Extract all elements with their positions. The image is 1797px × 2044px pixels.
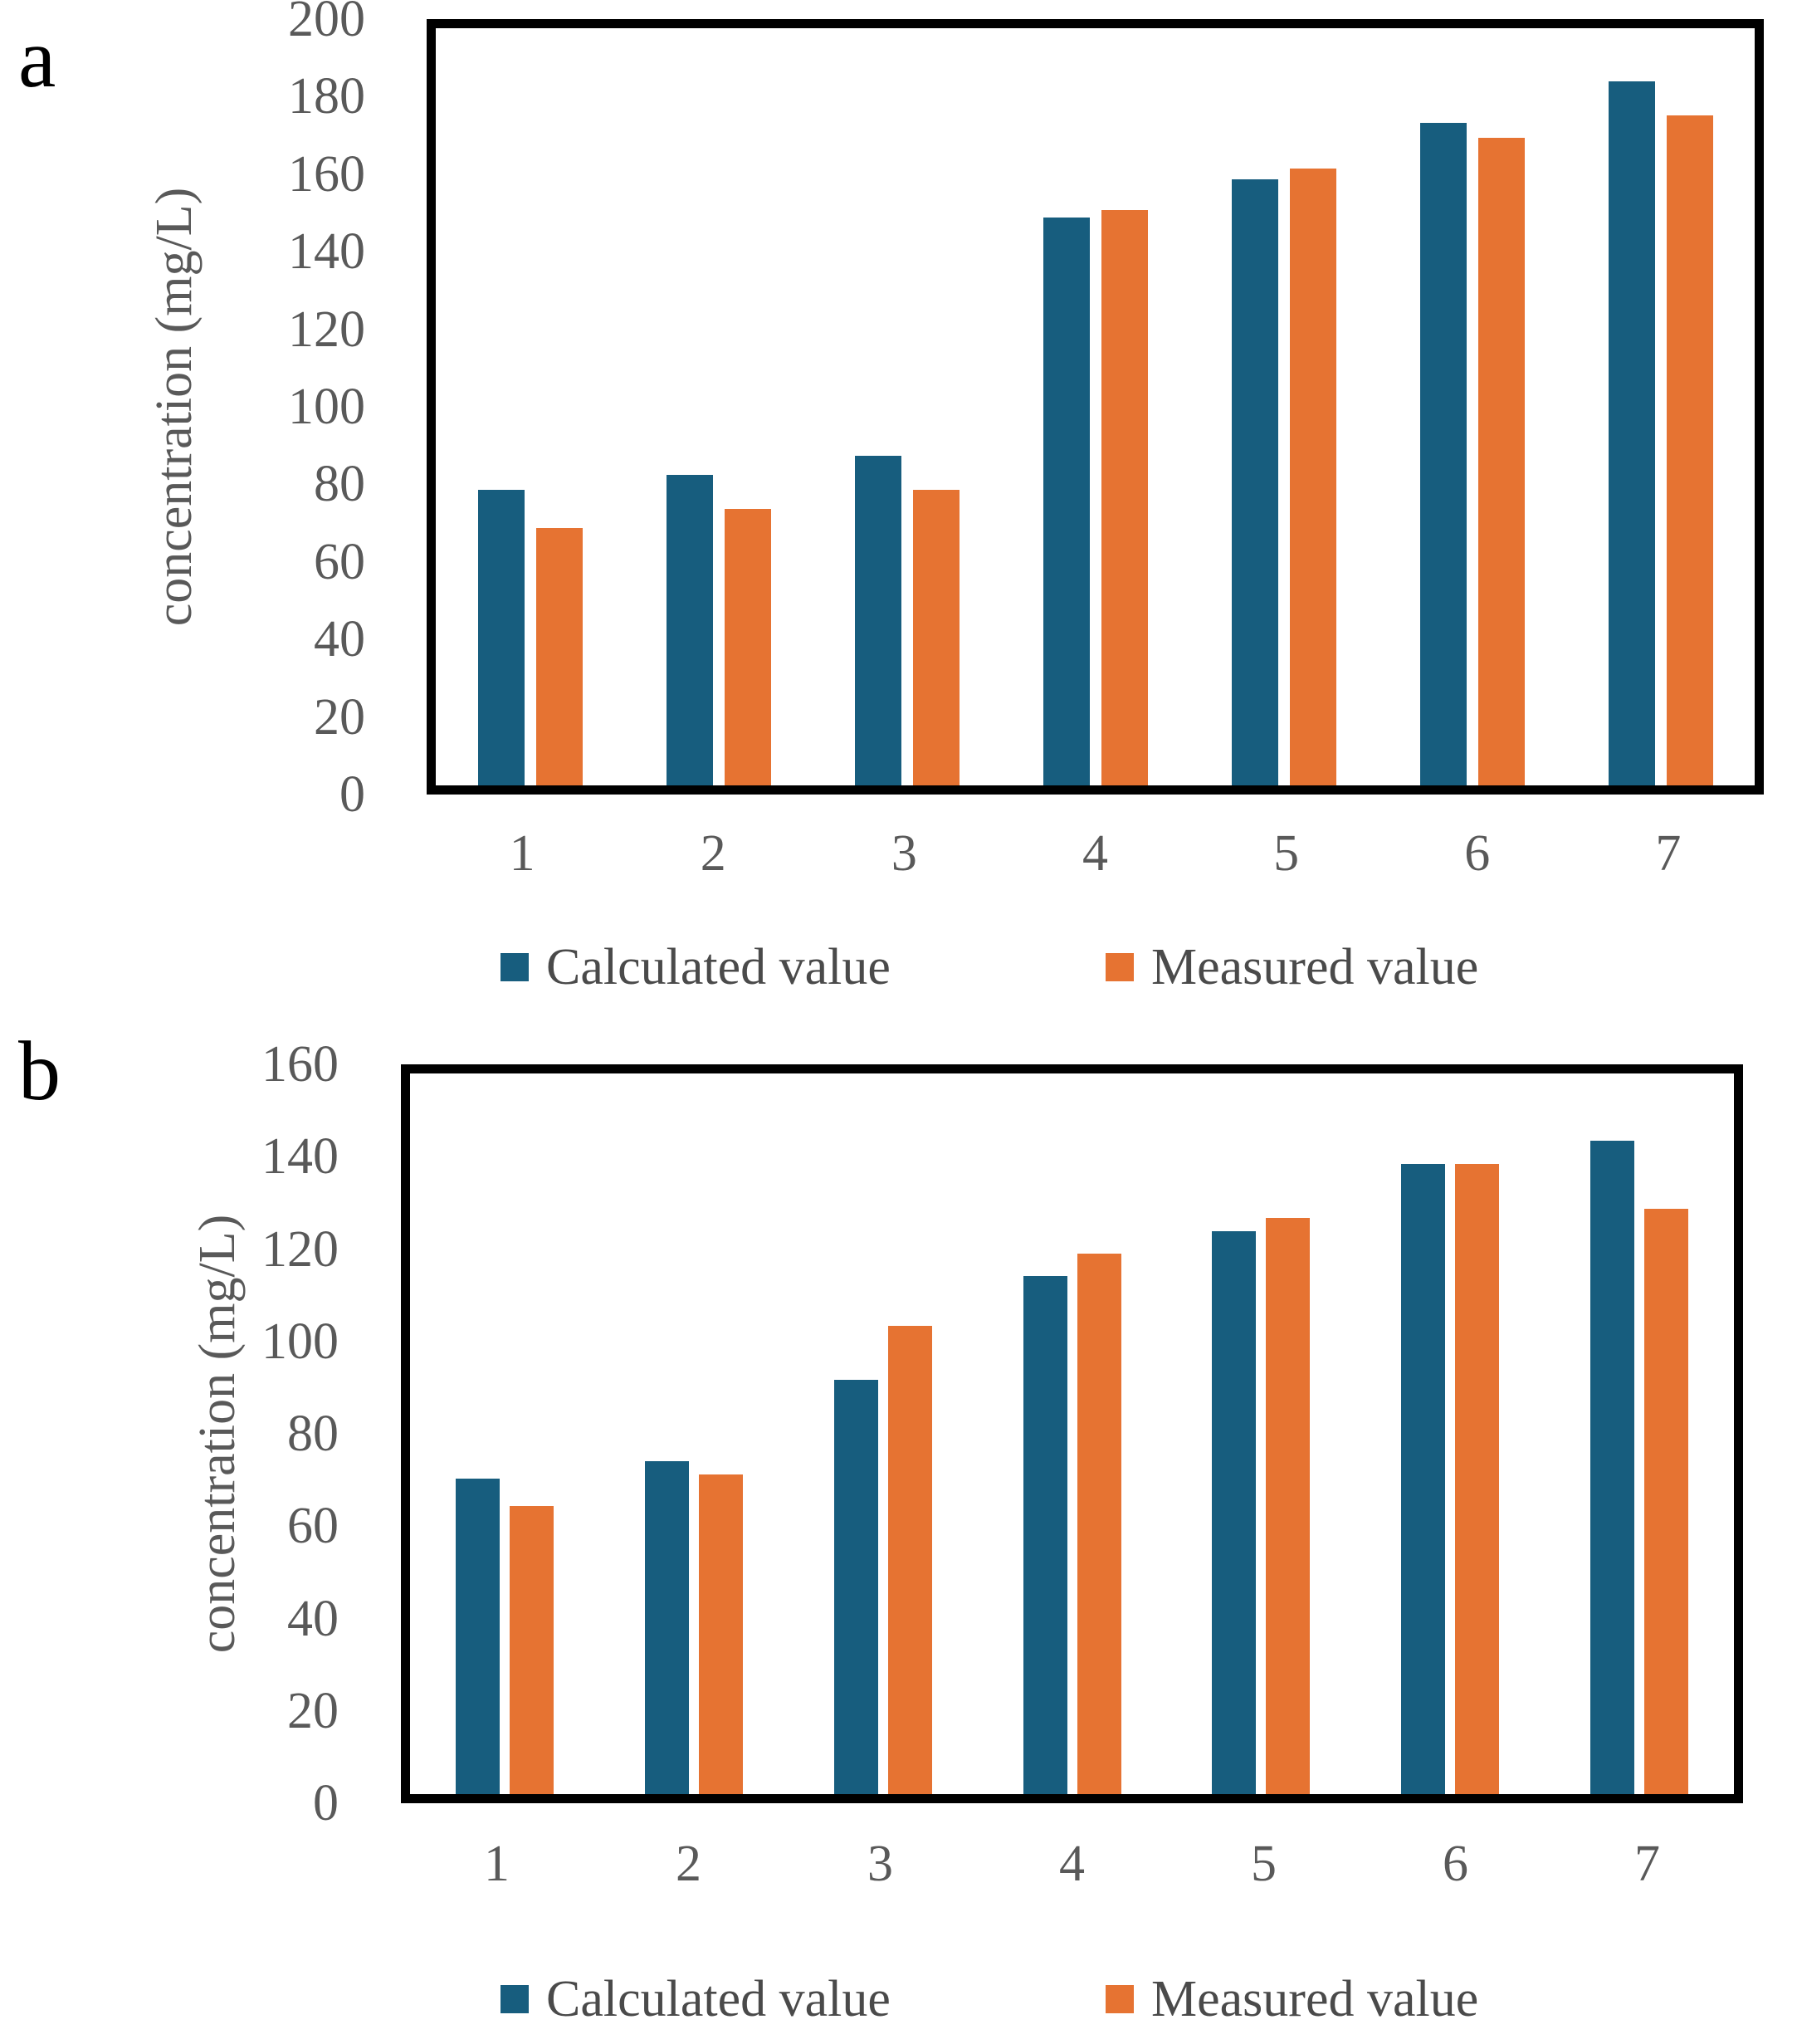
bar-calculated-value-2: [644, 1460, 689, 1794]
bar-group-1: [436, 28, 624, 785]
bar-calculated-value-1: [477, 490, 525, 785]
bar-measured-value-3: [912, 490, 960, 785]
y-tick-label: 40: [287, 1590, 339, 1647]
bar-measured-value-1: [509, 1505, 554, 1794]
x-tick-label: 6: [1443, 1836, 1468, 1892]
bar-measured-value-7: [1644, 1208, 1689, 1794]
y-tick-label: 160: [261, 1036, 339, 1093]
bar-measured-value-4: [1077, 1254, 1121, 1794]
x-tick-label: 7: [1634, 1836, 1660, 1892]
bar-group-3: [813, 28, 1001, 785]
legend-swatch-calculated-icon: [501, 1985, 529, 2013]
legend-swatch-measured-icon: [1106, 1985, 1134, 2013]
legend-label-measured: Measured value: [1151, 1970, 1479, 2027]
bar-group-5: [1189, 28, 1378, 785]
x-tick-label: 3: [891, 825, 917, 882]
panel-letter-b: b: [18, 1024, 61, 1118]
bar-measured-value-7: [1666, 115, 1713, 785]
y-tick-label: 200: [288, 0, 365, 47]
bar-calculated-value-4: [1023, 1276, 1067, 1794]
legend-item-measured-b: Measured value: [1106, 1970, 1479, 2027]
bar-calculated-value-5: [1231, 179, 1278, 785]
y-tick-label: 140: [288, 223, 365, 281]
y-tick-label: 80: [314, 456, 365, 513]
bar-calculated-value-6: [1419, 123, 1467, 785]
bar-measured-value-6: [1477, 138, 1525, 785]
bar-group-4: [978, 1073, 1167, 1794]
y-tick-label: 40: [314, 611, 365, 668]
x-tick-label: 2: [700, 825, 726, 882]
y-tick-label: 100: [288, 379, 365, 435]
y-tick-label: 0: [339, 766, 365, 823]
x-tick-label: 5: [1251, 1836, 1277, 1892]
bar-group-3: [789, 1073, 978, 1794]
y-tick-label: 0: [313, 1775, 339, 1831]
y-tick-label: 20: [287, 1682, 339, 1739]
legend-label-measured: Measured value: [1151, 938, 1479, 995]
legend-swatch-measured-icon: [1106, 953, 1134, 981]
plot-area-b: [401, 1064, 1743, 1803]
bar-calculated-value-5: [1212, 1230, 1257, 1794]
bar-measured-value-2: [724, 509, 771, 785]
bar-measured-value-4: [1101, 209, 1148, 785]
bar-measured-value-1: [535, 527, 583, 785]
legend-item-calculated-a: Calculated value: [501, 938, 891, 995]
x-tick-label: 1: [509, 825, 535, 882]
bar-group-2: [599, 1073, 789, 1794]
bar-calculated-value-2: [666, 475, 713, 785]
y-tick-label: 160: [288, 145, 365, 203]
bar-group-5: [1166, 1073, 1355, 1794]
y-tick-label: 80: [287, 1406, 339, 1462]
x-tick-label: 2: [676, 1836, 701, 1892]
x-axis-ticks-a: 1 2 3 4 5 6 7: [427, 824, 1764, 883]
bar-measured-value-5: [1266, 1217, 1311, 1794]
bar-calculated-value-4: [1043, 218, 1090, 785]
bar-calculated-value-3: [833, 1379, 878, 1794]
y-tick-label: 60: [314, 533, 365, 590]
bar-group-2: [624, 28, 813, 785]
y-tick-label: 120: [288, 301, 365, 358]
bar-group-6: [1355, 1073, 1545, 1794]
y-axis-ticks-a: 0 20 40 60 80 100 120 140 160 180 200: [116, 0, 365, 820]
y-tick-label: 20: [314, 688, 365, 746]
bar-measured-value-6: [1455, 1163, 1500, 1794]
x-tick-label: 3: [867, 1836, 893, 1892]
x-axis-ticks-b: 1 2 3 4 5 6 7: [401, 1834, 1743, 1894]
x-tick-label: 4: [1059, 1836, 1085, 1892]
legend-swatch-calculated-icon: [501, 953, 529, 981]
bar-calculated-value-7: [1608, 81, 1655, 785]
bar-group-7: [1566, 28, 1755, 785]
legend-item-calculated-b: Calculated value: [501, 1970, 891, 2027]
x-tick-label: 4: [1082, 825, 1108, 882]
bar-group-6: [1378, 28, 1566, 785]
y-tick-label: 60: [287, 1498, 339, 1555]
bar-group-1: [410, 1073, 599, 1794]
panel-letter-a: a: [18, 12, 56, 105]
bar-measured-value-5: [1289, 168, 1336, 785]
x-tick-label: 6: [1464, 825, 1491, 882]
bar-calculated-value-6: [1401, 1163, 1446, 1794]
legend-label-calculated: Calculated value: [546, 938, 891, 995]
bar-measured-value-2: [698, 1474, 743, 1794]
bar-calculated-value-7: [1590, 1141, 1635, 1794]
legend-item-measured-a: Measured value: [1106, 938, 1479, 995]
bar-measured-value-3: [887, 1325, 932, 1794]
x-tick-label: 5: [1273, 825, 1300, 882]
bar-group-4: [1001, 28, 1189, 785]
y-tick-label: 140: [261, 1128, 339, 1186]
y-tick-label: 180: [288, 68, 365, 125]
bar-calculated-value-1: [455, 1479, 500, 1794]
y-axis-ticks-b: 0 20 40 60 80 100 120 140 160: [90, 1039, 339, 1829]
plot-area-a: [427, 19, 1764, 795]
y-tick-label: 120: [261, 1220, 339, 1278]
bar-calculated-value-3: [854, 456, 901, 785]
legend-label-calculated: Calculated value: [546, 1970, 891, 2027]
x-tick-label: 7: [1655, 825, 1682, 882]
x-tick-label: 1: [484, 1836, 510, 1892]
y-tick-label: 100: [261, 1313, 339, 1370]
bar-group-7: [1545, 1073, 1734, 1794]
